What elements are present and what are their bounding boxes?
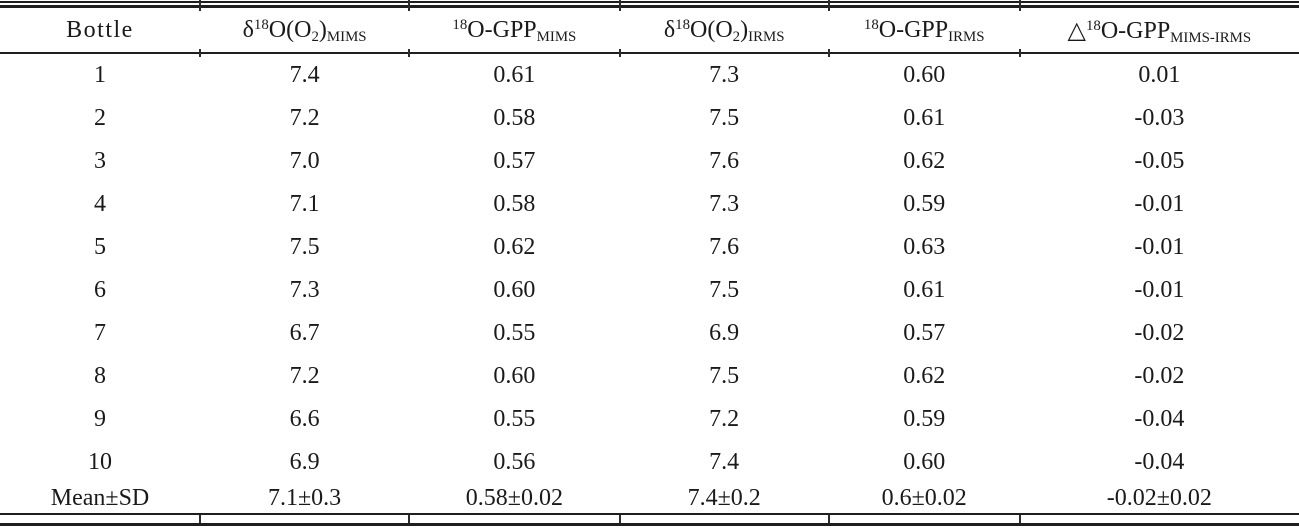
table-row-bottle-2: 2 7.2 0.58 7.5 0.61 -0.03 — [0, 97, 1299, 140]
value-cell: 7.4 — [289, 62, 320, 88]
value-cell: 0.57 — [493, 148, 536, 174]
value-cell: 7.5 — [289, 234, 320, 260]
value-cell: 7.6 — [709, 234, 740, 260]
value-cell: 0.61 — [903, 277, 946, 303]
table-foot: Mean±SD 7.1±0.3 0.58±0.02 7.4±0.2 0.6±0.02 -0… — [0, 484, 1299, 526]
value-cell: 6.7 — [289, 320, 320, 346]
summary-label: Mean±SD — [0, 484, 201, 515]
value-cell: 6.6 — [289, 406, 320, 432]
value-cell: -0.05 — [1134, 148, 1185, 174]
table-row-bottle-8: 8 7.2 0.60 7.5 0.62 -0.02 — [0, 355, 1299, 398]
value-cell: 0.56 — [493, 449, 536, 475]
bottle-number: 10 — [88, 449, 113, 475]
value-cell: 7.3 — [709, 191, 740, 217]
value-cell: -0.01 — [1134, 191, 1185, 217]
header-row: Bottle δ18O(O2)MIMS 18O-GPPMIMS δ18O(O2)IRM… — [0, 0, 1299, 57]
bottle-number: 1 — [94, 62, 107, 88]
table-row-bottle-9: 9 6.6 0.55 7.2 0.59 -0.04 — [0, 398, 1299, 441]
bottom-rule-cell — [827, 515, 1020, 526]
value-cell: 6.9 — [289, 449, 320, 475]
value-cell: 7.5 — [709, 105, 740, 131]
table-row-bottle-10: 10 6.9 0.56 7.4 0.60 -0.04 — [0, 441, 1299, 484]
table-row-bottle-4: 4 7.1 0.58 7.3 0.59 -0.01 — [0, 183, 1299, 226]
value-cell: 0.55 — [493, 406, 536, 432]
column-header-bottle: Bottle — [0, 5, 201, 54]
bottom-rule-row — [0, 515, 1299, 526]
value-cell: 7.2 — [289, 363, 320, 389]
bottle-number: 5 — [94, 234, 107, 260]
bottom-rule-cell — [0, 515, 201, 526]
bottle-number: 6 — [94, 277, 107, 303]
summary-value-cell: 7.1±0.3 — [200, 484, 410, 515]
bottle-number: 8 — [94, 363, 107, 389]
value-cell: 0.01 — [1138, 62, 1181, 88]
value-cell: 7.1 — [289, 191, 320, 217]
bottom-rule-cell — [408, 515, 620, 526]
value-cell: 0.61 — [493, 62, 536, 88]
value-cell: 0.55 — [493, 320, 536, 346]
table-head: Bottle δ18O(O2)MIMS 18O-GPPMIMS δ18O(O2)IRM… — [0, 0, 1299, 57]
value-cell: 7.2 — [709, 406, 740, 432]
value-cell: -0.04 — [1134, 449, 1185, 475]
value-cell: 0.58 — [493, 105, 536, 131]
value-cell: 0.59 — [903, 406, 946, 432]
value-cell: 0.62 — [903, 148, 946, 174]
value-cell: 0.57 — [903, 320, 946, 346]
table-row-bottle-1: 1 7.4 0.61 7.3 0.60 0.01 — [0, 54, 1299, 97]
table-body: 1 7.4 0.61 7.3 0.60 0.01 2 7.2 0.58 7.5 0.61 -0.03 3… — [0, 54, 1299, 484]
bottle-number: 7 — [94, 320, 107, 346]
value-cell: 0.62 — [493, 234, 536, 260]
bottle-number: 4 — [94, 191, 107, 217]
table-row-bottle-5: 5 7.5 0.62 7.6 0.63 -0.01 — [0, 226, 1299, 269]
value-cell: 7.0 — [289, 148, 320, 174]
value-cell: 0.58 — [493, 191, 536, 217]
value-cell: 6.9 — [709, 320, 740, 346]
column-header-d18O-O2-IRMS: δ18O(O2)IRMS — [618, 0, 829, 57]
value-cell: 0.60 — [903, 62, 946, 88]
table-row-bottle-7: 7 6.7 0.55 6.9 0.57 -0.02 — [0, 312, 1299, 355]
summary-value-cell: -0.02±0.02 — [1019, 484, 1299, 515]
bottom-rule-cell — [618, 515, 829, 526]
value-cell: -0.01 — [1134, 277, 1185, 303]
value-cell: -0.02 — [1134, 363, 1185, 389]
value-cell: -0.01 — [1134, 234, 1185, 260]
value-cell: 0.61 — [903, 105, 946, 131]
column-header-18O-GPP-IRMS: 18O-GPPIRMS — [827, 0, 1020, 57]
bottle-number: 9 — [94, 406, 107, 432]
column-header-18O-GPP-MIMS: 18O-GPPMIMS — [408, 0, 620, 57]
summary-row: Mean±SD 7.1±0.3 0.58±0.02 7.4±0.2 0.6±0.02 -0… — [0, 484, 1299, 515]
value-cell: 0.60 — [493, 277, 536, 303]
value-cell: 0.60 — [493, 363, 536, 389]
value-cell: 0.60 — [903, 449, 946, 475]
bottom-rule-cell — [199, 515, 410, 526]
table-row-bottle-6: 6 7.3 0.60 7.5 0.61 -0.01 — [0, 269, 1299, 312]
value-cell: 0.59 — [903, 191, 946, 217]
value-cell: 7.3 — [709, 62, 740, 88]
summary-value-cell: 7.4±0.2 — [619, 484, 829, 515]
value-cell: 0.62 — [903, 363, 946, 389]
table-row-bottle-3: 3 7.0 0.57 7.6 0.62 -0.05 — [0, 140, 1299, 183]
value-cell: 7.3 — [289, 277, 320, 303]
bottle-number: 2 — [94, 105, 107, 131]
summary-value-cell: 0.6±0.02 — [828, 484, 1020, 515]
column-header-d18O-O2-MIMS: δ18O(O2)MIMS — [199, 0, 410, 57]
value-cell: 7.6 — [709, 148, 740, 174]
value-cell: -0.03 — [1134, 105, 1185, 131]
value-cell: 7.4 — [709, 449, 740, 475]
summary-value-cell: 0.58±0.02 — [409, 484, 620, 515]
bottom-rule-cell — [1018, 515, 1299, 526]
column-header-delta-18O-GPP-MIMS-IRMS: △18O-GPPMIMS-IRMS — [1018, 0, 1299, 57]
value-cell: -0.02 — [1134, 320, 1185, 346]
value-cell: 0.63 — [903, 234, 946, 260]
bottle-number: 3 — [94, 148, 107, 174]
value-cell: 7.5 — [709, 363, 740, 389]
value-cell: 7.2 — [289, 105, 320, 131]
value-cell: 7.5 — [709, 277, 740, 303]
value-cell: -0.04 — [1134, 406, 1185, 432]
